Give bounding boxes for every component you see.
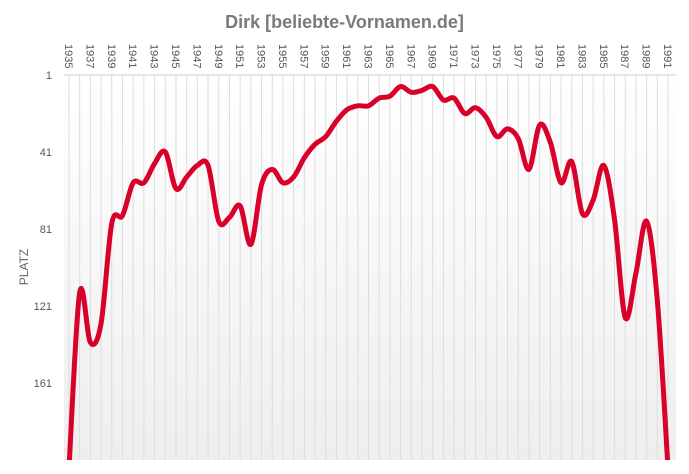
x-tick-label: 1987	[618, 44, 630, 68]
y-tick-label: 161	[34, 378, 52, 390]
x-tick-label: 1951	[233, 44, 245, 68]
y-axis-label: PLATZ	[17, 249, 31, 285]
y-tick-label: 1	[46, 70, 52, 82]
x-tick-label: 1945	[169, 44, 181, 68]
x-tick-label: 1991	[661, 44, 673, 68]
x-tick-label: 1977	[511, 44, 523, 68]
x-tick-label: 1963	[362, 44, 374, 68]
x-tick-label: 1969	[426, 44, 438, 68]
x-tick-label: 1959	[319, 44, 331, 68]
chart-title: Dirk [beliebte-Vornamen.de]	[225, 12, 464, 32]
plot-background	[64, 75, 676, 460]
x-tick-label: 1973	[468, 44, 480, 68]
y-axis: 1 41 81 121 161	[34, 70, 52, 390]
x-tick-label: 1961	[340, 44, 352, 68]
x-tick-label: 1965	[383, 44, 395, 68]
y-tick-label: 81	[40, 224, 52, 236]
x-tick-label: 1989	[640, 44, 652, 68]
x-axis: 1935 1937 1939 1941 1943 1945 1947 1949 1951 1953…	[62, 44, 673, 68]
x-tick-label: 1979	[533, 44, 545, 68]
x-tick-label: 1957	[297, 44, 309, 68]
x-tick-label: 1967	[404, 44, 416, 68]
x-tick-label: 1947	[190, 44, 202, 68]
x-tick-label: 1975	[490, 44, 502, 68]
x-tick-label: 1981	[554, 44, 566, 68]
y-tick-label: 121	[34, 301, 52, 313]
series-line	[66, 83, 671, 460]
x-tick-label: 1949	[212, 44, 224, 68]
x-tick-label: 1937	[83, 44, 95, 68]
x-tick-label: 1983	[575, 44, 587, 68]
grid-lines	[64, 74, 676, 460]
x-tick-label: 1941	[126, 44, 138, 68]
x-tick-label: 1953	[255, 44, 267, 68]
x-tick-label: 1943	[148, 44, 160, 68]
x-tick-label: 1935	[62, 44, 74, 68]
x-tick-label: 1971	[447, 44, 459, 68]
y-tick-label: 41	[40, 147, 52, 159]
x-tick-label: 1955	[276, 44, 288, 68]
x-tick-label: 1985	[597, 44, 609, 68]
x-tick-label: 1939	[105, 44, 117, 68]
